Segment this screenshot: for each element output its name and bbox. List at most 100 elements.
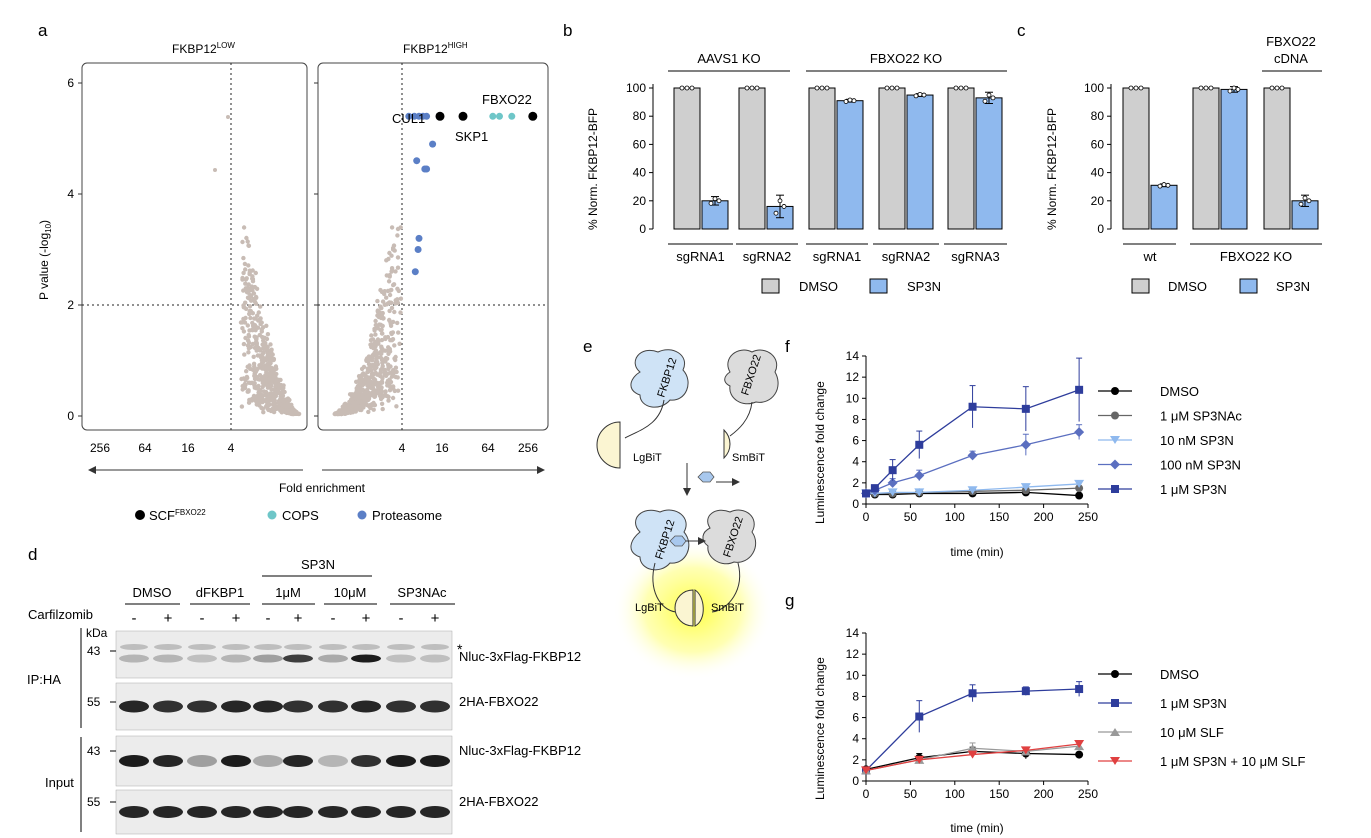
bar-c-dot — [1279, 85, 1285, 91]
line-f-ytick: 10 — [846, 391, 860, 405]
volcano-point-left — [241, 270, 246, 276]
line-f-point — [1020, 439, 1031, 450]
volcano-point-right — [379, 401, 385, 406]
volcano-point-left — [246, 334, 252, 339]
line-g-point — [1075, 750, 1084, 759]
volcano-point-right — [387, 308, 392, 314]
volcano-point-right — [369, 357, 374, 363]
volcano-point-right — [386, 279, 392, 284]
volcano-point-right — [370, 390, 376, 395]
blot-band — [153, 755, 183, 767]
input-label: Input — [45, 775, 74, 790]
arrowhead-left — [88, 466, 96, 474]
kda-label: kDa — [86, 626, 108, 640]
blot-band — [420, 806, 450, 818]
volcano-point-left — [257, 317, 262, 322]
bar-b-dot — [953, 85, 959, 91]
volcano-ylabel: P value (-log10) — [37, 220, 53, 300]
line-f-legend-marker — [1111, 411, 1119, 420]
blot-band — [386, 755, 416, 767]
line-f-xtick: 250 — [1078, 510, 1098, 524]
bar-b-bar-dmso — [808, 87, 836, 230]
legend-cops: COPS — [282, 508, 319, 523]
volcano-point-right — [391, 243, 397, 248]
volcano-point-right — [388, 300, 393, 305]
line-g-point — [967, 744, 978, 753]
blot-band-nonspecific — [188, 644, 216, 650]
volcano-point-left — [293, 410, 299, 415]
volcano-point-left — [250, 320, 255, 326]
volcano-point-left — [243, 335, 248, 341]
volcano-point-left — [266, 395, 271, 400]
line-chart-g: Luminescence fold change time (min) 0 2 4 6… — [813, 626, 1305, 835]
band-label: Nluc-3xFlag-FKBP12 — [459, 743, 581, 758]
line-g-legend-label: 1 μM SP3N — [1160, 696, 1227, 711]
volcano-point-right — [381, 316, 386, 321]
volcano-point-left — [241, 255, 246, 261]
line-f-legend-label: 100 nM SP3N — [1160, 458, 1241, 473]
volcano-point-left — [245, 323, 250, 328]
blot-band — [253, 654, 283, 663]
volcano-point-left — [253, 399, 259, 404]
volcano-point-left — [246, 263, 251, 268]
volcano-point-left — [246, 350, 251, 355]
volcano-point-left — [269, 387, 274, 392]
blot-band — [187, 806, 217, 818]
line-f-point — [967, 486, 978, 495]
volcano-point-left — [241, 316, 246, 322]
line-f-xtick: 100 — [945, 510, 965, 524]
volcano-point-right — [377, 350, 383, 355]
volcano-point-left — [261, 410, 266, 415]
line-g-point — [914, 755, 925, 764]
line-f-point — [968, 402, 977, 411]
volcano-point-right — [393, 357, 398, 363]
volcano-point-left — [249, 284, 255, 289]
volcano-point-right — [372, 365, 377, 371]
volcano-point-right — [398, 310, 403, 315]
volcano-left-title: FKBP12LOW — [172, 41, 235, 56]
volcano-point-right — [369, 403, 375, 408]
line-g-xtick: 250 — [1078, 787, 1098, 801]
volcano-point-left — [246, 290, 251, 295]
volcano-point-left — [246, 338, 251, 343]
volcano-point-left — [260, 351, 265, 357]
blot-band — [420, 654, 450, 663]
western-blot: SP3N DMSO dFKBP1 1μM 10μM SP3NAc Carfilzomib… — [27, 557, 581, 835]
legend-b-sp3n-swatch — [869, 278, 888, 294]
blot-band — [153, 700, 183, 713]
band-label: Nluc-3xFlag-FKBP12 — [459, 649, 581, 664]
legend-c-sp3n: SP3N — [1276, 279, 1310, 294]
volcano-point-left — [273, 405, 278, 410]
condition-label: 1μM — [275, 585, 301, 600]
line-f-point — [887, 488, 898, 497]
volcano-point-left — [242, 384, 247, 389]
volcano-point-right — [369, 333, 374, 338]
volcano-point-left — [258, 304, 263, 309]
bar-b-ytick: 100 — [626, 81, 646, 95]
line-g-ytick: 6 — [852, 711, 859, 725]
blot-band — [253, 700, 283, 713]
bar-c-dot — [1298, 201, 1304, 207]
volcano-point-left — [258, 321, 263, 327]
volcano-xtick: 4 — [228, 441, 235, 455]
ip-label: IP:HA — [27, 672, 61, 687]
smbit-top — [723, 428, 731, 460]
bar-b-dot — [744, 85, 750, 91]
volcano-xtick: 256 — [90, 441, 110, 455]
fkbp12-blob-top — [630, 349, 689, 408]
volcano-point-right — [389, 268, 395, 273]
volcano-point-left — [247, 363, 252, 368]
bar-b-ylabel: % Norm. FKBP12-BFP — [586, 108, 600, 230]
label-fbxo22: FBXO22 — [482, 92, 532, 107]
volcano-point-right — [373, 332, 378, 337]
volcano-point-left — [252, 334, 257, 339]
volcano-point-right — [356, 374, 362, 379]
line-f-ytick: 8 — [852, 412, 859, 426]
line-f-ylabel: Luminescence fold change — [813, 381, 827, 524]
volcano-point-left — [260, 342, 265, 347]
volcano-point-proteasome — [423, 165, 431, 173]
panel-letter-c: c — [1017, 21, 1026, 40]
volcano-point-right — [372, 377, 378, 382]
volcano-point-left — [268, 407, 273, 413]
volcano-point-right — [373, 322, 378, 328]
